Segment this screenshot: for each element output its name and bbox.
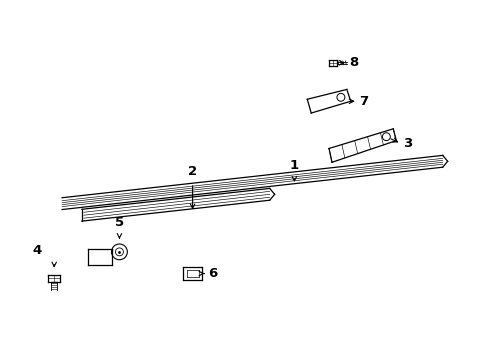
Text: 8: 8 xyxy=(348,56,357,69)
Text: 6: 6 xyxy=(208,267,217,280)
Text: 2: 2 xyxy=(188,165,197,178)
Text: 4: 4 xyxy=(33,244,42,257)
Text: 5: 5 xyxy=(115,216,124,229)
Text: 3: 3 xyxy=(402,137,411,150)
Text: 1: 1 xyxy=(289,159,298,172)
Text: 7: 7 xyxy=(358,95,367,108)
